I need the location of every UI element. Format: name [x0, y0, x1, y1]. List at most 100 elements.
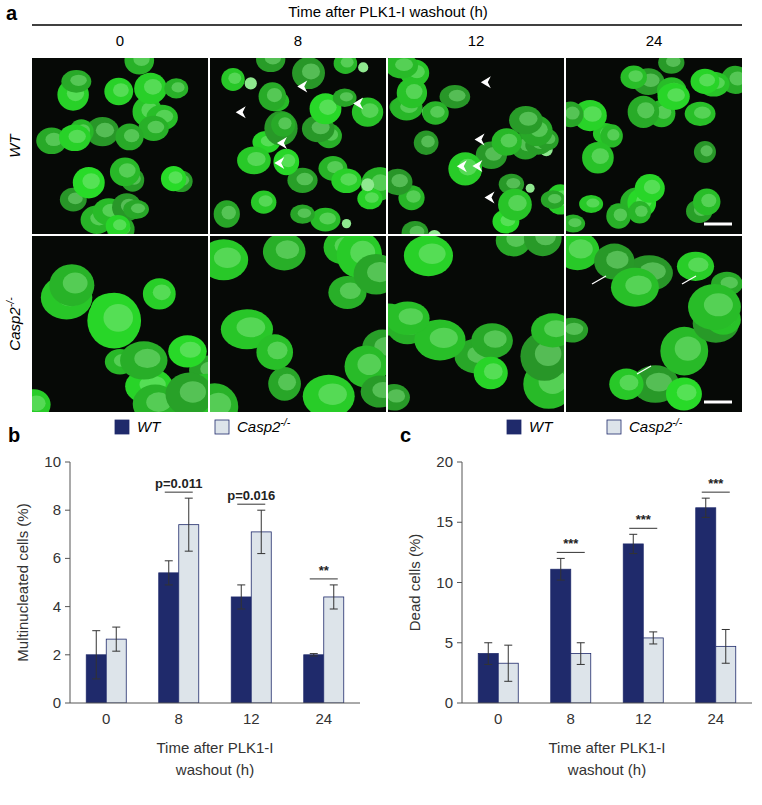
- nucleus: [566, 101, 583, 127]
- nucleus: [352, 97, 383, 126]
- nucleus-texture: [131, 204, 145, 214]
- nucleus-texture: [449, 90, 466, 102]
- error-cap: [629, 534, 637, 535]
- nucleus: [110, 157, 140, 186]
- error-bar: [112, 627, 120, 651]
- error-cap: [257, 553, 265, 554]
- error-cap: [112, 627, 120, 628]
- nucleus-texture: [637, 102, 654, 118]
- nucleus-texture: [214, 247, 241, 268]
- nucleus-texture: [606, 251, 628, 269]
- legend-label-sup: -/-: [280, 416, 290, 428]
- nucleus-texture: [134, 349, 160, 368]
- error-bar: [185, 498, 193, 551]
- x-axis: [70, 703, 360, 704]
- error-cap: [237, 609, 245, 610]
- row-label-sup: -/-: [4, 297, 16, 307]
- nucleus-texture: [388, 389, 405, 402]
- micrograph: [32, 58, 208, 234]
- nucleus-texture: [302, 63, 320, 79]
- x-axis-label: Time after PLK1-I: [157, 739, 274, 756]
- nucleus: [388, 58, 418, 79]
- x-tick-label: 8: [567, 710, 575, 727]
- error-cap: [185, 498, 193, 499]
- nucleus: [666, 378, 702, 411]
- arrowhead: [297, 81, 307, 93]
- micrograph-bg: [210, 58, 386, 234]
- apoptotic-body: [245, 77, 257, 89]
- y-tick: [457, 582, 462, 583]
- nucleus: [546, 184, 564, 214]
- annotation: p=0.016: [227, 488, 275, 503]
- error-cap: [484, 664, 492, 665]
- nucleus-texture: [340, 92, 353, 101]
- annotation-bracket: [557, 552, 585, 553]
- error-cap: [629, 553, 637, 554]
- annotation: ***: [636, 512, 652, 527]
- error-bar: [257, 510, 265, 553]
- error-bar: [577, 643, 585, 665]
- nucleus: [688, 284, 741, 330]
- error-cap: [484, 642, 492, 643]
- nucleus: [579, 195, 603, 213]
- nucleus-texture: [704, 293, 733, 316]
- nucleus-texture: [535, 236, 556, 245]
- error-cap: [330, 584, 338, 585]
- nucleus-texture: [675, 337, 701, 361]
- error-bar: [557, 558, 565, 580]
- nucleus-texture: [667, 88, 685, 102]
- nucleus-texture: [620, 375, 639, 391]
- error-cap: [92, 630, 100, 631]
- nucleus-texture: [228, 73, 241, 85]
- arrowhead: [236, 106, 246, 118]
- nucleus-texture: [210, 393, 231, 412]
- error-cap: [504, 681, 512, 682]
- nucleus: [685, 102, 716, 126]
- nucleus: [635, 174, 665, 203]
- nucleus-texture: [113, 83, 129, 97]
- nucleus-texture: [701, 194, 716, 207]
- y-tick-label: 0: [53, 694, 61, 711]
- nucleus-texture: [399, 308, 423, 325]
- micrograph: [210, 236, 386, 412]
- error-stem: [168, 561, 169, 585]
- y-tick-label: 20: [436, 453, 453, 470]
- nucleus-texture: [144, 79, 162, 95]
- row-label: Casp2-/-: [4, 297, 23, 351]
- nucleus-texture: [82, 173, 100, 189]
- y-tick: [65, 510, 70, 511]
- x-axis-label: Time after PLK1-I: [549, 739, 666, 756]
- nucleus-texture: [701, 145, 713, 156]
- nucleus-texture: [430, 106, 445, 118]
- nucleus: [61, 70, 91, 93]
- nucleus-texture: [148, 121, 165, 134]
- arrowhead: [472, 160, 482, 172]
- nucleus: [251, 191, 276, 214]
- bar: [304, 655, 324, 703]
- nucleus-texture: [391, 174, 408, 187]
- legend-label-sup: -/-: [672, 416, 682, 428]
- nucleus-texture: [628, 70, 643, 82]
- bar: [159, 573, 179, 703]
- micrograph: [388, 236, 564, 412]
- nucleus: [104, 78, 133, 105]
- nucleus: [59, 124, 91, 151]
- panel-title: Time after PLK1-I washout (h): [288, 3, 488, 20]
- nucleus-texture: [566, 323, 583, 335]
- error-bar: [165, 561, 173, 585]
- error-stem: [705, 498, 706, 517]
- nucleus: [582, 142, 614, 174]
- nucleus: [210, 383, 238, 412]
- error-stem: [96, 631, 97, 679]
- nucleus: [658, 58, 684, 74]
- scale-bar: [704, 223, 732, 226]
- micrograph: [210, 58, 386, 234]
- micrograph-bg: [566, 58, 742, 234]
- nucleus-texture: [506, 236, 525, 247]
- x-axis: [462, 703, 752, 704]
- error-cap: [504, 645, 512, 646]
- error-cap: [649, 631, 657, 632]
- annotation-bracket: [702, 492, 730, 493]
- nucleus-texture: [569, 239, 593, 258]
- nucleus-texture: [406, 84, 423, 99]
